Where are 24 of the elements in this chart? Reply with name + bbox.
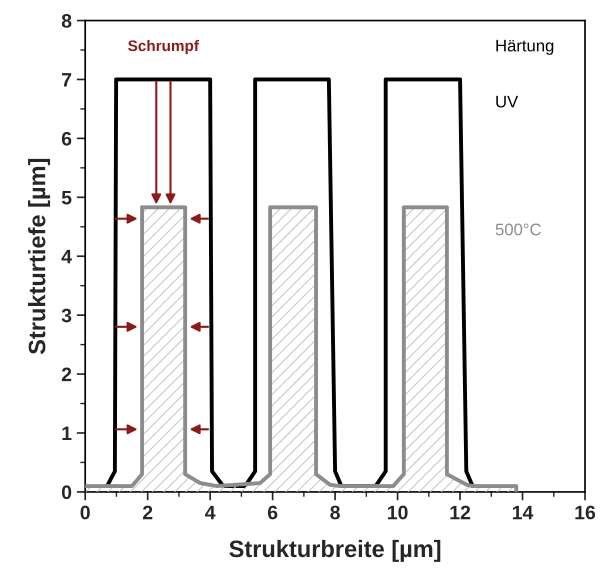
x-tick-label: 10 bbox=[388, 506, 408, 520]
x-tick-label: 6 bbox=[268, 506, 278, 520]
x-tick-label: 14 bbox=[512, 506, 534, 520]
x-tick-label: 16 bbox=[575, 506, 596, 520]
x-tick-label: 8 bbox=[330, 506, 340, 520]
y-tick-label: 2 bbox=[62, 368, 72, 382]
y-tick-label: 7 bbox=[62, 73, 72, 87]
x-tick-label: 2 bbox=[142, 506, 152, 520]
x-tick-label: 12 bbox=[450, 506, 470, 520]
x-axis-title: Strukturbreite [µm] bbox=[229, 540, 440, 562]
y-tick-label: 0 bbox=[62, 485, 72, 500]
y-tick-label: 8 bbox=[62, 14, 72, 28]
x-tick-label: 0 bbox=[80, 506, 90, 520]
annotation: Schrumpf bbox=[128, 40, 199, 54]
annotation: Härtung bbox=[496, 40, 554, 55]
y-tick-label: 5 bbox=[62, 190, 72, 205]
y-axis-title: Strukturtiefe [µm] bbox=[28, 158, 50, 354]
y-tick-label: 1 bbox=[62, 426, 72, 440]
x-tick-label: 4 bbox=[205, 506, 216, 520]
y-tick-label: 4 bbox=[61, 250, 72, 264]
text: 500°C bbox=[496, 224, 541, 236]
y-tick-label: 3 bbox=[62, 308, 72, 322]
y-tick-label: 6 bbox=[62, 132, 72, 146]
text: UV bbox=[496, 96, 518, 108]
